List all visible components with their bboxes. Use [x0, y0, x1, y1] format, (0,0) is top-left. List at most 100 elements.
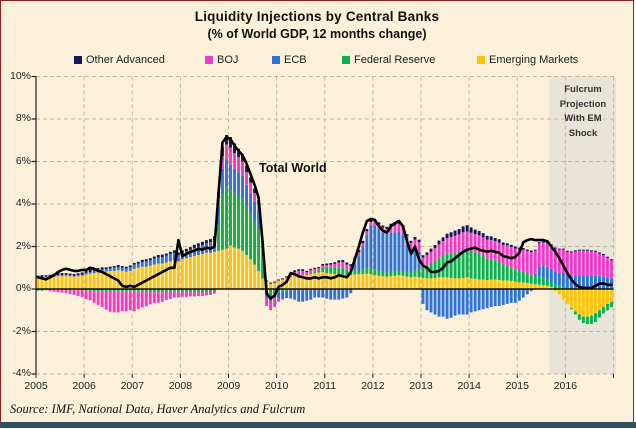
bar-segment — [325, 265, 329, 268]
bar-segment — [120, 289, 124, 292]
bar-segment — [585, 250, 589, 276]
bar-segment — [128, 289, 132, 292]
bar-segment — [497, 262, 501, 281]
bar-segment — [413, 270, 417, 277]
bar-segment — [164, 253, 168, 256]
bar-segment — [501, 242, 505, 246]
bar-segment — [513, 246, 517, 249]
bar-segment — [598, 252, 601, 254]
bar-segment — [72, 290, 76, 295]
bar-segment — [529, 283, 533, 289]
bar-segment — [184, 292, 188, 297]
bar-segment — [606, 256, 609, 258]
bar-segment — [525, 249, 529, 252]
bar-segment — [136, 291, 140, 310]
bar-segment — [56, 273, 60, 276]
bar-segment — [253, 264, 257, 289]
bar-segment — [509, 268, 513, 281]
bar-segment — [457, 234, 461, 252]
bar-segment — [497, 289, 501, 306]
bar-segment — [589, 315, 593, 325]
bar-segment — [449, 236, 453, 254]
bar-segment — [573, 251, 577, 276]
bar-segment — [401, 271, 405, 276]
bar-segment — [204, 289, 208, 293]
bar-segment — [433, 260, 437, 278]
bar-segment — [477, 230, 481, 236]
bar-segment — [429, 278, 433, 289]
bar-segment — [68, 290, 72, 295]
bar-segment — [120, 266, 124, 268]
bar-segment — [469, 250, 473, 279]
bar-segment — [421, 257, 425, 268]
bar-segment — [128, 267, 132, 271]
bar-segment — [401, 235, 405, 272]
bar-segment — [513, 281, 517, 289]
bar-segment — [453, 252, 457, 279]
bar-segment — [581, 316, 585, 323]
bar-segment — [373, 275, 377, 289]
bar-segment — [192, 256, 196, 289]
bar-segment — [213, 251, 216, 289]
bar-segment — [148, 260, 152, 266]
bar-segment — [457, 278, 461, 289]
bar-segment — [285, 290, 289, 299]
bar-segment — [305, 272, 309, 276]
bar-segment — [449, 232, 453, 237]
bar-segment — [485, 289, 489, 309]
bar-segment — [120, 270, 124, 289]
bar-segment — [233, 193, 236, 248]
bar-segment — [381, 225, 385, 228]
bar-segment — [44, 277, 48, 289]
bar-segment — [281, 289, 285, 292]
bar-segment — [281, 278, 285, 280]
bar-segment — [565, 251, 569, 276]
bar-segment — [233, 247, 236, 289]
bar-segment — [357, 249, 361, 253]
bar-segment — [425, 278, 429, 289]
bar-segment — [321, 289, 325, 298]
bar-segment — [208, 289, 212, 292]
bar-segment — [606, 289, 609, 304]
bar-segment — [589, 250, 593, 252]
bar-segment — [525, 283, 529, 289]
bar-segment — [469, 232, 473, 251]
bar-segment — [112, 289, 116, 292]
bar-segment — [180, 259, 184, 289]
bar-segment — [225, 159, 228, 187]
bar-segment — [333, 289, 337, 300]
bar-segment — [241, 250, 244, 289]
bar-segment — [317, 289, 321, 298]
bar-segment — [100, 289, 104, 292]
bar-segment — [136, 267, 140, 289]
bar-segment — [253, 201, 257, 221]
y-axis-label: 2% — [15, 239, 31, 252]
bar-segment — [509, 244, 513, 247]
bar-segment — [88, 269, 92, 272]
bar-segment — [549, 281, 553, 287]
bar-segment — [489, 279, 493, 289]
bar-segment — [269, 283, 273, 289]
bar-segment — [357, 256, 361, 271]
bar-segment — [164, 289, 168, 292]
bar-segment — [393, 275, 397, 289]
bar-segment — [602, 289, 605, 308]
bar-segment — [577, 250, 581, 276]
bar-segment — [152, 289, 156, 292]
bar-segment — [337, 260, 341, 263]
y-axis-label: 10% — [9, 69, 31, 82]
bar-segment — [245, 255, 248, 289]
bar-segment — [309, 274, 313, 289]
x-axis-label: 2011 — [313, 380, 337, 392]
bar-segment — [92, 273, 96, 289]
y-axis-label: 0% — [15, 282, 31, 294]
bar-segment — [561, 286, 565, 289]
bar-segment — [200, 292, 204, 297]
bar-segment — [249, 182, 253, 194]
bar-segment — [60, 275, 64, 277]
bar-segment — [409, 251, 413, 272]
total-world-line — [36, 135, 613, 300]
bar-segment — [545, 243, 549, 267]
bar-segment — [293, 270, 297, 272]
